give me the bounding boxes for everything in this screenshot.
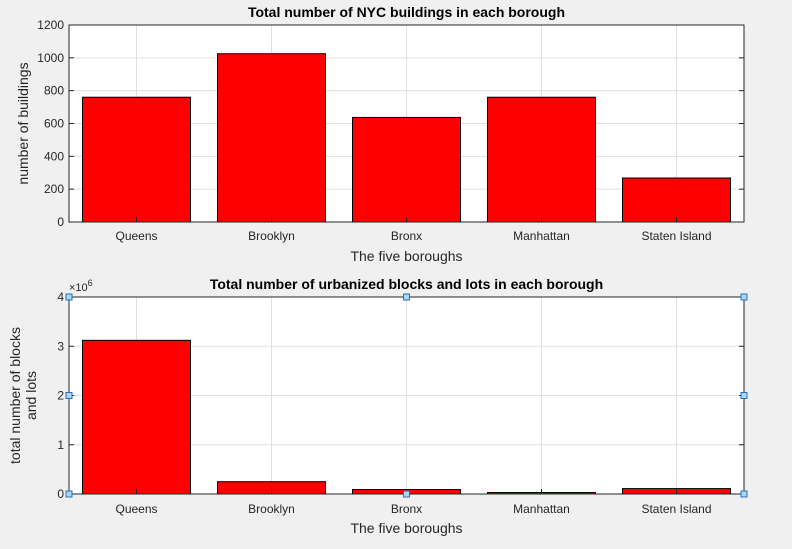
y-tick-label: 0: [57, 215, 64, 229]
bar-brooklyn[interactable]: [217, 53, 326, 223]
bar-bronx[interactable]: [352, 116, 461, 223]
y-tick-label: 600: [44, 117, 64, 131]
subplot-2[interactable]: 0 1 2 3 4 Queens Brooklyn Bronx Manhattan Staten …: [7, 276, 748, 536]
y-exponent-label: ×106: [69, 278, 93, 294]
x-tick-label: Staten Island: [641, 502, 711, 516]
x-tick-label: Brooklyn: [248, 229, 295, 243]
y-tick-label: 1: [57, 438, 64, 452]
bar-queens[interactable]: [82, 96, 191, 223]
chart-title: Total number of NYC buildings in each bo…: [248, 4, 565, 20]
x-tick-label: Queens: [115, 502, 157, 516]
bar-manhattan[interactable]: [487, 96, 596, 223]
y-axis-label: total number of blocksand lots: [7, 327, 39, 464]
x-tick-label: Manhattan: [513, 502, 570, 516]
selection-handle[interactable]: [65, 293, 73, 301]
y-tick-label: 4: [57, 290, 64, 304]
y-tick-label: 3: [57, 339, 64, 353]
x-tick-label: Staten Island: [641, 229, 711, 243]
x-tick-label: Manhattan: [513, 229, 570, 243]
y-tick-label: 1200: [37, 18, 64, 32]
y-tick-label: 2: [57, 389, 64, 403]
chart-title: Total number of urbanized blocks and lot…: [210, 276, 603, 292]
y-tick-label: 800: [44, 84, 64, 98]
y-tick-label: 0: [57, 487, 64, 501]
bar-staten-island[interactable]: [622, 177, 731, 223]
x-tick-label: Bronx: [391, 229, 422, 243]
x-axis-label: The five boroughs: [350, 248, 462, 264]
bar-queens[interactable]: [82, 339, 191, 495]
selection-handle[interactable]: [403, 490, 410, 498]
selection-handle[interactable]: [740, 392, 748, 399]
x-tick-label: Brooklyn: [248, 502, 295, 516]
x-axis-label: The five boroughs: [350, 520, 462, 536]
selection-handle[interactable]: [65, 490, 73, 498]
y-tick-label: 1000: [37, 51, 64, 65]
selection-handle[interactable]: [403, 293, 410, 301]
x-tick-label: Queens: [115, 229, 157, 243]
selection-handle[interactable]: [740, 293, 748, 301]
y-axis-label: number of buildings: [15, 62, 31, 184]
selection-handle[interactable]: [65, 392, 73, 399]
subplot-1[interactable]: 0 200 400 600 800 1000 1200 Queens Brooklyn Bronx…: [15, 4, 745, 264]
y-tick-label: 200: [44, 182, 64, 196]
y-tick-label: 400: [44, 149, 64, 163]
x-tick-label: Bronx: [391, 502, 422, 516]
selection-handle[interactable]: [740, 490, 748, 498]
